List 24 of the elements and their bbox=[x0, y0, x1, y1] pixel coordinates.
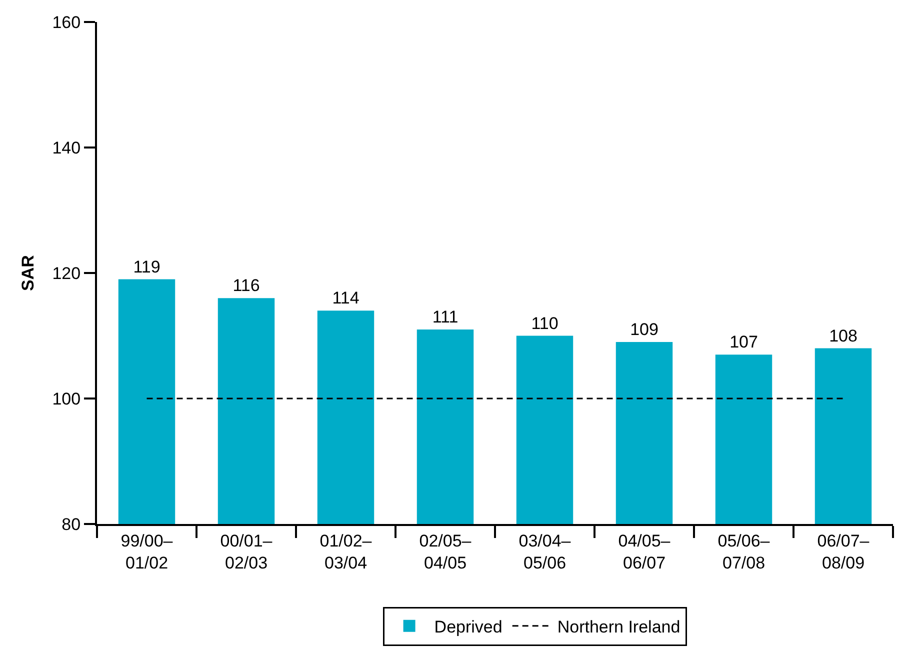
x-tick-label: 02/05– 04/05 bbox=[419, 531, 472, 572]
x-tick-label: 00/01– 02/03 bbox=[220, 531, 273, 572]
x-tick-label: 05/06– 07/08 bbox=[718, 531, 770, 572]
y-tick-label: 120 bbox=[52, 264, 81, 283]
data-label: 108 bbox=[829, 326, 858, 346]
data-label: 114 bbox=[332, 288, 360, 308]
x-tick-label: 06/07– 08/09 bbox=[817, 531, 870, 572]
y-tick-label: 80 bbox=[62, 514, 81, 534]
data-label: 107 bbox=[730, 332, 758, 352]
x-tick-label: 04/05– 06/07 bbox=[618, 531, 671, 572]
y-tick-label: 100 bbox=[52, 389, 81, 408]
x-tick-label: 99/00– 01/02 bbox=[120, 531, 174, 572]
x-tick-label: 01/02– 03/04 bbox=[320, 531, 372, 572]
y-axis-title: SAR bbox=[18, 255, 38, 291]
data-label: 110 bbox=[531, 314, 558, 333]
legend-label: Deprived bbox=[434, 618, 502, 637]
legend-label: Northern Ireland bbox=[557, 618, 680, 637]
data-label: 119 bbox=[133, 257, 160, 276]
data-label: 109 bbox=[630, 320, 658, 340]
data-label: 111 bbox=[432, 307, 458, 326]
y-tick-label: 160 bbox=[52, 12, 81, 32]
y-tick-label: 140 bbox=[52, 138, 81, 158]
x-tick-label: 03/04– 05/06 bbox=[518, 531, 572, 572]
data-label: 116 bbox=[232, 276, 260, 296]
